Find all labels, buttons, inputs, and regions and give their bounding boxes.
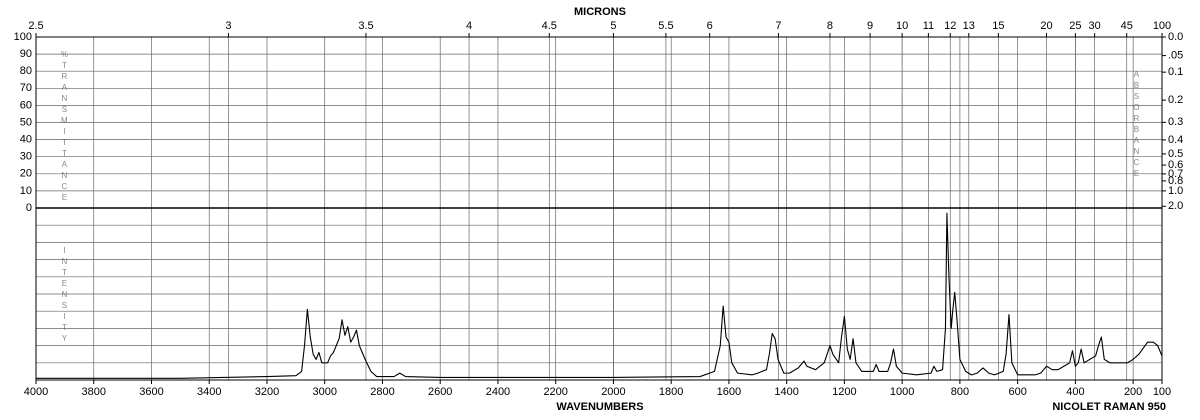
x-tick-label: 1800 [659,386,683,398]
x-tick-label: 2200 [543,386,567,398]
y-axis-title: %TRANSMITTANCE [60,50,69,204]
y2-tick-label: 2.0 [1168,200,1183,212]
y2-tick-label: 0.4 [1168,134,1183,146]
y-tick-label: 10 [20,185,32,197]
x-tick-label: 3000 [312,386,336,398]
x-tick-label: 2000 [601,386,625,398]
x2-tick-label: 20 [1040,20,1052,32]
y-tick-label: 0 [26,202,32,214]
y2-tick-label: 0.2 [1168,94,1183,106]
x-tick-label: 1600 [717,386,741,398]
x-tick-label: 1000 [890,386,914,398]
x2-tick-label: 4 [466,20,472,32]
x-tick-label: 3800 [82,386,106,398]
x-tick-label: 3200 [255,386,279,398]
x2-tick-label: 10 [896,20,908,32]
y-tick-label: 40 [20,134,32,146]
x2-tick-label: 100 [1153,20,1171,32]
y2-tick-label: .05 [1168,50,1183,62]
x2-tick-label: 2.5 [28,20,43,32]
x-tick-label: 2400 [486,386,510,398]
x2-tick-label: 5 [610,20,616,32]
x2-axis-title: MICRONS [574,6,626,18]
y2-tick-label: 0.5 [1168,148,1183,160]
y2-tick-label: 0.7 [1168,168,1183,180]
x2-tick-label: 3 [225,20,231,32]
y-tick-label: 70 [20,82,32,94]
x2-tick-label: 8 [827,20,833,32]
x-tick-label: 3400 [197,386,221,398]
x2-tick-label: 6 [707,20,713,32]
x-axis-title: WAVENUMBERS [556,401,643,413]
y2-tick-label: 0.0 [1168,31,1183,43]
x2-tick-label: 45 [1121,20,1133,32]
y2-tick-label: 0.1 [1168,66,1183,78]
x2-tick-label: 9 [867,20,873,32]
y-tick-label: 50 [20,116,32,128]
x-tick-label: 2800 [370,386,394,398]
x2-tick-label: 11 [923,20,934,32]
y-tick-label: 90 [20,48,32,60]
x2-tick-label: 5.5 [658,20,673,32]
y2-axis-title: ABSORBANCE [1132,70,1141,180]
y2-tick-label: 0.3 [1168,116,1183,128]
x-tick-label: 4000 [24,386,48,398]
spectrum-line [36,212,1163,379]
intensity-title: INTENSITY [60,246,69,345]
instrument-note: NICOLET RAMAN 950 [1052,401,1166,413]
y-tick-label: 20 [20,168,32,180]
x2-tick-label: 25 [1069,20,1081,32]
x2-tick-label: 3.5 [358,20,373,32]
y2-tick-label: 1.0 [1168,185,1183,197]
x-tick-label: 3600 [139,386,163,398]
x-tick-label: 100 [1153,386,1171,398]
x2-tick-label: 12 [944,20,956,32]
x2-tick-label: 30 [1089,20,1101,32]
x-tick-label: 1200 [832,386,856,398]
x-tick-label: 200 [1124,386,1142,398]
x2-tick-label: 15 [992,20,1004,32]
x2-tick-label: 13 [963,20,975,32]
y2-tick-label: 0.6 [1168,159,1183,171]
y-tick-label: 30 [20,151,32,163]
y-tick-label: 100 [14,31,32,43]
x-tick-label: 2600 [428,386,452,398]
x-tick-label: 1400 [774,386,798,398]
x-tick-label: 600 [1008,386,1026,398]
y-tick-label: 60 [20,99,32,111]
x-tick-label: 800 [951,386,969,398]
x-tick-label: 400 [1066,386,1084,398]
x2-tick-label: 4.5 [542,20,557,32]
x2-tick-label: 7 [775,20,781,32]
y-tick-label: 80 [20,65,32,77]
y2-tick-label: 0.8 [1168,175,1183,187]
